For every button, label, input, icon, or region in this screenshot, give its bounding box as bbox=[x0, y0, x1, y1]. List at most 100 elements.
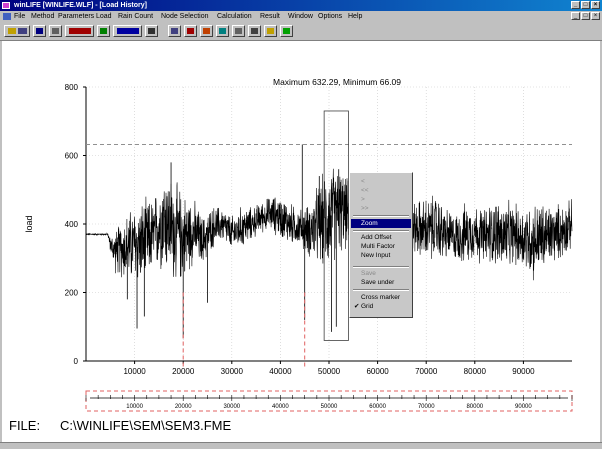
y-tick-label: 600 bbox=[65, 152, 79, 161]
result-icon[interactable] bbox=[232, 25, 245, 37]
load-history-chart[interactable]: Maximum 632.29, Minimum 66.09 0 200 400 600 8… bbox=[2, 41, 600, 442]
overview-tick-label: 80000 bbox=[466, 404, 483, 410]
lifetime-icon[interactable] bbox=[280, 25, 293, 37]
minimize-button[interactable]: _ bbox=[571, 1, 580, 9]
menu-method[interactable]: Method bbox=[31, 13, 55, 20]
context-menu-item[interactable]: New Input bbox=[351, 251, 411, 260]
fe-model-icon[interactable] bbox=[184, 25, 197, 37]
context-menu-item-label: Grid bbox=[361, 303, 374, 310]
menu-separator bbox=[353, 266, 409, 268]
context-menu-item-label: > bbox=[361, 196, 365, 203]
overview-tick-label: 20000 bbox=[175, 404, 192, 410]
status-bar bbox=[0, 442, 602, 449]
mdi-controls: _ □ × bbox=[571, 12, 600, 20]
toolbar bbox=[0, 22, 602, 41]
overview-tick-label: 90000 bbox=[515, 404, 532, 410]
maximize-button[interactable]: □ bbox=[581, 1, 590, 9]
help-icon[interactable] bbox=[264, 25, 277, 37]
sequence-icon[interactable] bbox=[145, 25, 158, 37]
histogram-icon[interactable] bbox=[113, 25, 142, 37]
context-menu-item[interactable]: ✔ Grid bbox=[351, 302, 411, 311]
context-menu-item[interactable]: Add Offset bbox=[351, 233, 411, 242]
x-tick-label: 40000 bbox=[269, 367, 292, 376]
file-path: C:\WINLIFE\SEM\SEM3.FME bbox=[60, 418, 232, 433]
menu-separator bbox=[353, 289, 409, 291]
open-icon[interactable] bbox=[4, 25, 30, 37]
context-menu: < << > >> Zoom Add Offset Multi Factor New Inpu… bbox=[349, 172, 413, 318]
close-button[interactable]: × bbox=[591, 1, 600, 9]
overview-tick-label: 40000 bbox=[272, 404, 289, 410]
node-icon[interactable] bbox=[168, 25, 181, 37]
context-menu-item-label: Zoom bbox=[361, 220, 378, 227]
menu-help[interactable]: Help bbox=[348, 13, 363, 20]
app-icon[interactable] bbox=[2, 2, 10, 9]
overview-tick-label: 60000 bbox=[369, 404, 386, 410]
load-spectrum-icon[interactable] bbox=[65, 25, 94, 37]
x-tick-label: 70000 bbox=[415, 367, 438, 376]
context-menu-item[interactable]: > bbox=[351, 195, 411, 204]
print-icon[interactable] bbox=[49, 25, 62, 37]
context-menu-item-label: Save bbox=[361, 270, 376, 277]
context-menu-item-label: << bbox=[361, 187, 369, 194]
context-menu-item[interactable]: Multi Factor bbox=[351, 242, 411, 251]
menu-node-selection[interactable]: Node Selection bbox=[161, 13, 209, 20]
load-signal-line bbox=[85, 168, 573, 281]
x-tick-label: 20000 bbox=[172, 367, 195, 376]
context-menu-item[interactable]: << bbox=[351, 186, 411, 195]
overview-tick-label: 30000 bbox=[223, 404, 240, 410]
overview-tick-label: 10000 bbox=[126, 404, 143, 410]
overview-tick-label: 50000 bbox=[321, 404, 338, 410]
x-tick-label: 30000 bbox=[221, 367, 244, 376]
mdi-close-button[interactable]: × bbox=[591, 12, 600, 20]
menu-parameters[interactable]: Parameters bbox=[58, 13, 95, 20]
context-menu-item-label: Cross marker bbox=[361, 294, 401, 301]
context-menu-item[interactable]: Save under bbox=[351, 278, 411, 287]
window-controls: _ □ × bbox=[571, 1, 600, 9]
menu-separator bbox=[353, 215, 409, 217]
y-tick-label: 800 bbox=[65, 83, 79, 92]
menu-rain-count[interactable]: Rain Count bbox=[118, 13, 154, 20]
title-bar: winLIFE [WINLIFE.WLF] - [Load History] _… bbox=[0, 0, 602, 11]
context-menu-item[interactable]: Zoom bbox=[351, 219, 411, 228]
calc-icon[interactable] bbox=[216, 25, 229, 37]
rainflow-icon[interactable] bbox=[97, 25, 110, 37]
y-tick-label: 400 bbox=[65, 220, 79, 229]
x-tick-label: 60000 bbox=[366, 367, 389, 376]
context-menu-item[interactable]: Save bbox=[351, 269, 411, 278]
menu-options[interactable]: Options bbox=[318, 13, 343, 20]
context-menu-item-label: Multi Factor bbox=[361, 243, 395, 250]
overview-tick-label: 70000 bbox=[418, 404, 435, 410]
check-icon: ✔ bbox=[354, 303, 360, 310]
document-icon[interactable] bbox=[3, 13, 11, 20]
menu-separator bbox=[353, 230, 409, 232]
y-tick-label: 200 bbox=[65, 289, 79, 298]
chart-color-icon[interactable] bbox=[200, 25, 213, 37]
window-title: winLIFE [WINLIFE.WLF] - [Load History] bbox=[14, 2, 147, 9]
x-tick-label: 80000 bbox=[464, 367, 487, 376]
context-menu-item[interactable]: Cross marker bbox=[351, 293, 411, 302]
chart-panel: Maximum 632.29, Minimum 66.09 0 200 400 600 8… bbox=[2, 41, 600, 442]
x-tick-label: 90000 bbox=[512, 367, 535, 376]
save-icon[interactable] bbox=[33, 25, 46, 37]
menu-window[interactable]: Window bbox=[288, 13, 313, 20]
mdi-minimize-button[interactable]: _ bbox=[571, 12, 580, 20]
context-menu-item-label: >> bbox=[361, 205, 369, 212]
menu-load[interactable]: Load bbox=[96, 13, 112, 20]
settings-icon[interactable] bbox=[248, 25, 261, 37]
menu-result[interactable]: Result bbox=[260, 13, 280, 20]
zoom-selection-rect[interactable] bbox=[323, 110, 349, 341]
chart-header: Maximum 632.29, Minimum 66.09 bbox=[273, 77, 401, 87]
context-menu-item-label: < bbox=[361, 178, 365, 185]
context-menu-item-label: New Input bbox=[361, 252, 391, 259]
menu-file[interactable]: File bbox=[14, 13, 26, 20]
context-menu-item[interactable]: >> bbox=[351, 204, 411, 213]
context-menu-item[interactable]: < bbox=[351, 177, 411, 186]
menu-calculation[interactable]: Calculation bbox=[217, 13, 252, 20]
y-tick-label: 0 bbox=[74, 357, 79, 366]
x-tick-label: 50000 bbox=[318, 367, 341, 376]
context-menu-item-label: Add Offset bbox=[361, 234, 392, 241]
y-axis-label: load bbox=[24, 215, 34, 232]
mdi-restore-button[interactable]: □ bbox=[581, 12, 590, 20]
file-label: FILE: bbox=[9, 418, 41, 433]
menu-bar: File Method Parameters Load Rain Count N… bbox=[0, 11, 602, 22]
